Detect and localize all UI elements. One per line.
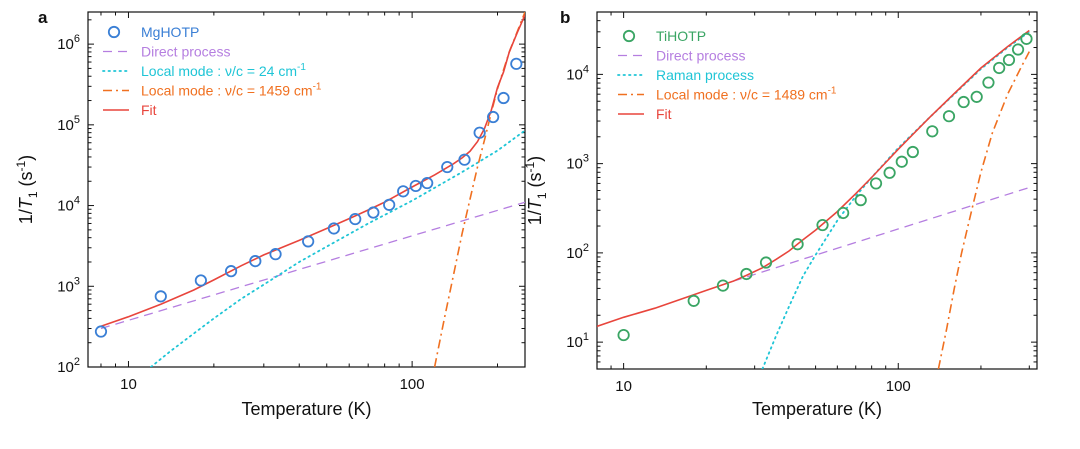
y-tick-label: 104 bbox=[57, 195, 80, 215]
data-point bbox=[869, 177, 883, 190]
data-point bbox=[367, 206, 380, 219]
data-point bbox=[1002, 53, 1016, 67]
data-point bbox=[458, 153, 471, 166]
data-point bbox=[791, 238, 804, 251]
data-point bbox=[970, 90, 983, 103]
data-point bbox=[487, 110, 500, 124]
data-point bbox=[759, 256, 773, 269]
y-tick-label: 104 bbox=[566, 63, 589, 83]
y-tick-label: 102 bbox=[566, 242, 589, 262]
data-point bbox=[854, 194, 867, 207]
panel-a: a 10 100 102 103 104 105 106 Temperature (K) 1/T… bbox=[14, 8, 526, 419]
legend-label: Local mode : ν/c = 1489 cm-1 bbox=[656, 86, 837, 103]
panel-letter-a: a bbox=[38, 8, 48, 27]
legend-label: Fit bbox=[656, 106, 672, 122]
x-tick-label: 100 bbox=[886, 378, 911, 395]
x-tick-label: 10 bbox=[615, 378, 632, 395]
data-point bbox=[895, 155, 908, 168]
data-point bbox=[154, 290, 167, 303]
x-tick-label: 100 bbox=[400, 376, 425, 393]
legend-label: Direct process bbox=[656, 48, 745, 64]
legend-label: Raman process bbox=[656, 67, 754, 83]
data-point bbox=[409, 179, 422, 193]
data-point bbox=[383, 198, 396, 211]
data-point bbox=[617, 328, 630, 342]
data-point bbox=[1011, 43, 1025, 56]
data-point bbox=[302, 235, 315, 248]
legend-label: Local mode : ν/c = 1459 cm-1 bbox=[141, 82, 322, 99]
plot-frame bbox=[596, 11, 1038, 370]
data-point bbox=[224, 265, 238, 278]
data-point bbox=[473, 126, 486, 139]
series-line-fit bbox=[100, 14, 525, 327]
data-point bbox=[421, 176, 434, 190]
data-point bbox=[883, 166, 896, 179]
data-point bbox=[269, 248, 282, 261]
series-group bbox=[597, 29, 1031, 369]
plot-frame bbox=[87, 11, 526, 368]
data-point bbox=[816, 218, 829, 232]
x-tick-label: 10 bbox=[120, 376, 137, 393]
series-line-local-mode-1489 bbox=[937, 51, 1031, 369]
data-point bbox=[327, 222, 341, 235]
legend-marker bbox=[622, 29, 636, 43]
data-point bbox=[349, 212, 362, 226]
data-point bbox=[441, 160, 454, 174]
data-point bbox=[94, 325, 108, 338]
panel-b: b 10 100 101 102 103 104 Temperature (K) 1/T1 (… bbox=[523, 8, 1038, 419]
data-point bbox=[906, 145, 919, 159]
data-point bbox=[194, 274, 207, 287]
y-axis-title: 1/T1 (s-1) bbox=[523, 156, 549, 225]
series-line-direct-process bbox=[732, 186, 1030, 282]
data-point bbox=[926, 125, 939, 138]
y-tick-label: 105 bbox=[57, 114, 80, 134]
x-axis-title: Temperature (K) bbox=[241, 399, 371, 419]
data-point bbox=[993, 61, 1006, 75]
y-tick-label: 102 bbox=[57, 356, 80, 376]
y-tick-label: 103 bbox=[57, 275, 80, 295]
data-point bbox=[397, 185, 410, 198]
data-point bbox=[942, 110, 956, 123]
panel-letter-b: b bbox=[560, 8, 570, 27]
legend-label: TiHOTP bbox=[656, 28, 706, 44]
series-line-local-mode-24 bbox=[149, 129, 525, 367]
y-axis-title: 1/T1 (s-1) bbox=[14, 155, 40, 224]
data-point bbox=[510, 57, 523, 70]
series-line-raman-process bbox=[761, 30, 1031, 369]
x-axis-title: Temperature (K) bbox=[752, 399, 882, 419]
y-tick-label: 103 bbox=[566, 153, 589, 173]
data-point bbox=[249, 255, 262, 268]
series-group bbox=[100, 12, 525, 367]
y-tick-label: 101 bbox=[566, 331, 589, 351]
y-tick-label: 106 bbox=[57, 33, 80, 53]
data-point bbox=[982, 76, 995, 89]
legend-marker bbox=[107, 25, 121, 39]
legend-label: Direct process bbox=[141, 44, 230, 60]
data-point bbox=[716, 279, 730, 292]
legend-label: Fit bbox=[141, 102, 157, 118]
data-point bbox=[687, 294, 700, 307]
legend-label: Local mode : ν/c = 24 cm-1 bbox=[141, 62, 306, 79]
legend-label: MgHOTP bbox=[141, 24, 199, 40]
data-point bbox=[497, 91, 510, 105]
data-point bbox=[837, 206, 850, 220]
data-point bbox=[1020, 32, 1033, 45]
data-point bbox=[957, 95, 970, 109]
series-line-direct-process bbox=[100, 201, 525, 330]
data-point bbox=[740, 267, 753, 281]
series-line-fit bbox=[597, 29, 1030, 328]
